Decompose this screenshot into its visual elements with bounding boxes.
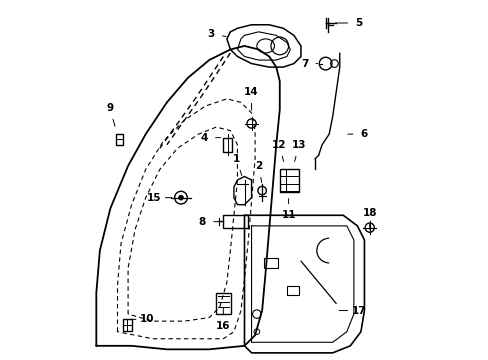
Bar (279, 170, 299, 192)
Text: 1: 1 (232, 154, 240, 164)
Text: 7: 7 (300, 59, 307, 68)
Text: 8: 8 (198, 217, 205, 227)
Bar (116, 134, 123, 145)
Text: 12: 12 (271, 140, 286, 150)
Bar (223, 138, 232, 152)
Text: 10: 10 (140, 314, 154, 324)
Bar (264, 258, 278, 268)
Text: 9: 9 (106, 103, 113, 113)
Text: 6: 6 (360, 129, 367, 139)
Text: 2: 2 (255, 161, 262, 171)
Bar (223, 215, 247, 228)
Bar (122, 319, 131, 331)
Text: 11: 11 (281, 210, 295, 220)
Text: 18: 18 (362, 208, 376, 218)
Circle shape (178, 195, 183, 200)
Text: 17: 17 (351, 306, 366, 315)
Text: 15: 15 (146, 193, 161, 203)
Bar (286, 286, 299, 294)
Bar (216, 293, 231, 314)
Text: 4: 4 (200, 133, 207, 143)
Text: 5: 5 (355, 18, 362, 28)
Text: 16: 16 (216, 321, 230, 332)
Text: 13: 13 (291, 140, 305, 150)
Text: 14: 14 (244, 87, 258, 97)
Text: 3: 3 (207, 29, 214, 39)
